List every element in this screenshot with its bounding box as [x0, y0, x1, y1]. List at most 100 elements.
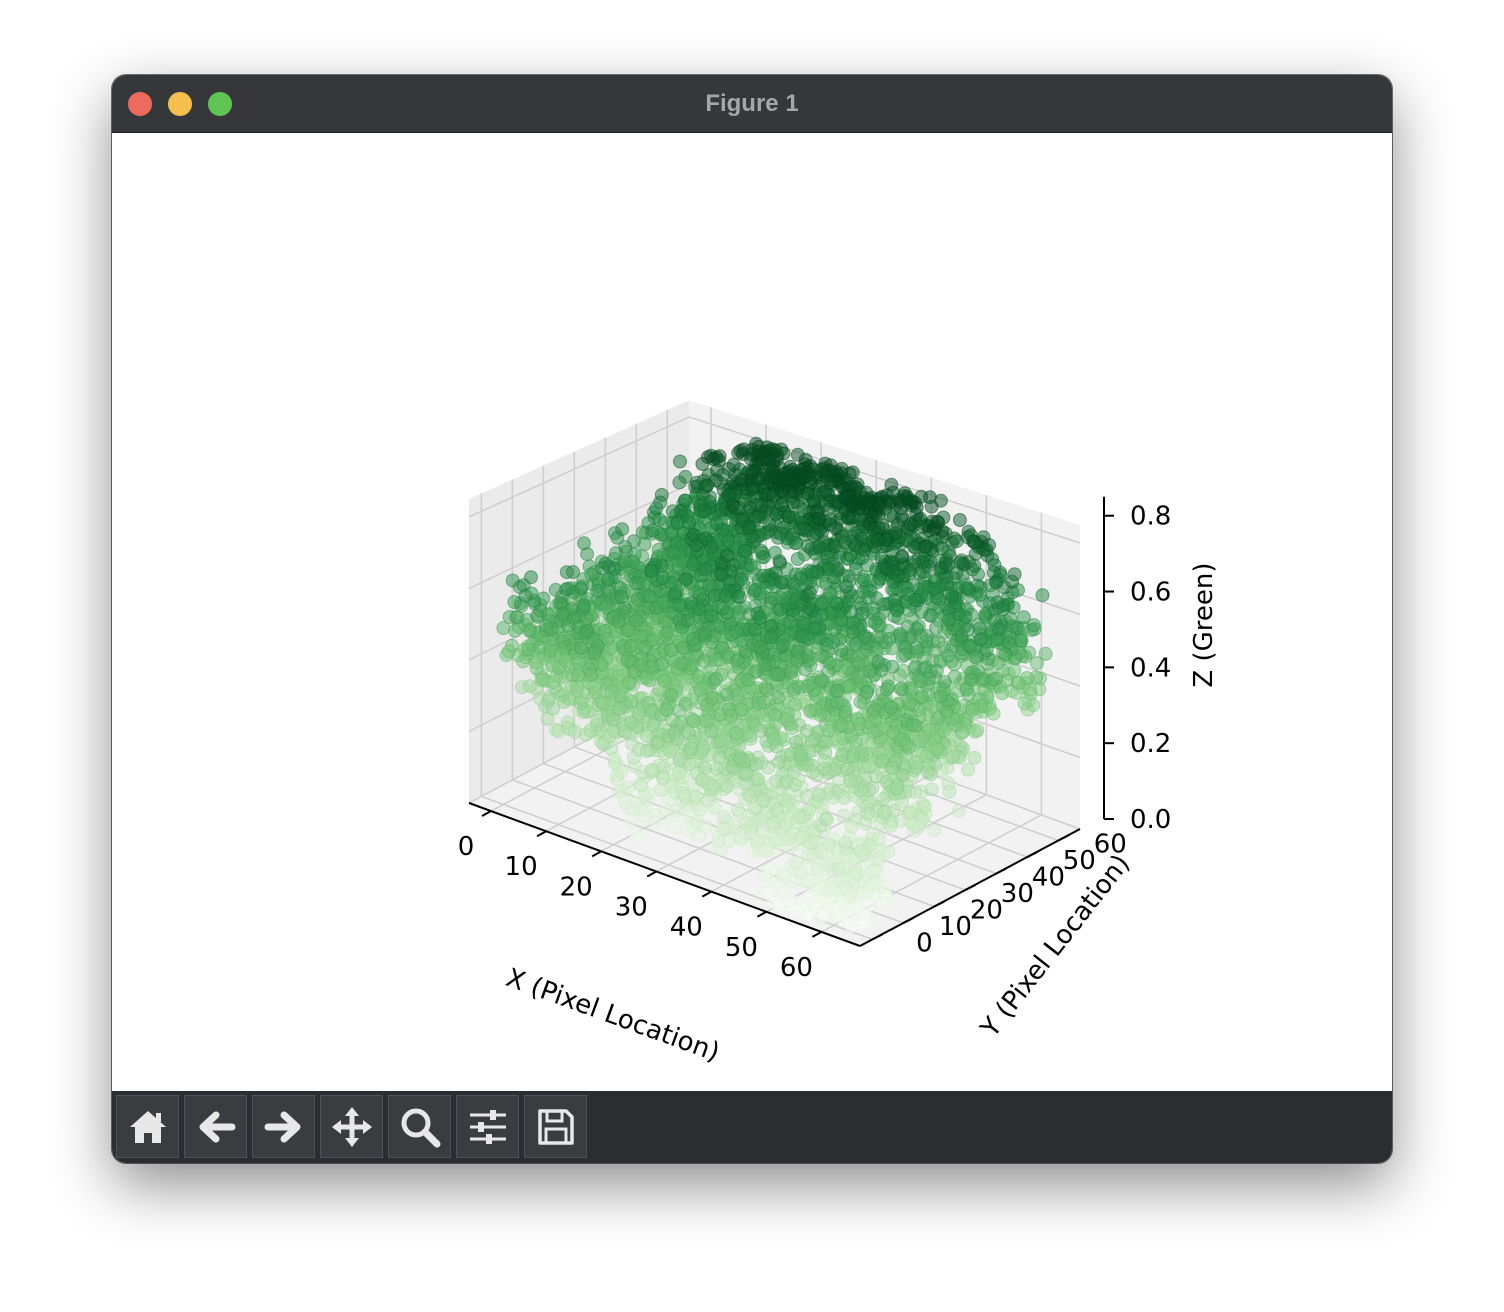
scatter-point [697, 654, 712, 668]
scatter-point [755, 824, 770, 839]
forward-button[interactable] [252, 1095, 315, 1158]
scatter-point [501, 644, 516, 659]
scatter-point [700, 478, 715, 493]
scatter-point [802, 585, 817, 600]
x-tick-label: 10 [505, 852, 538, 882]
scatter-point [518, 588, 533, 603]
scatter-point [837, 705, 852, 719]
scatter-point [639, 744, 654, 758]
scatter-point [639, 670, 654, 685]
configure-subplots-button[interactable] [456, 1095, 519, 1158]
scatter-point [579, 624, 594, 639]
scatter-point [784, 665, 799, 679]
scatter-point [1035, 588, 1050, 603]
scatter-point [845, 749, 860, 763]
scatter-point [778, 869, 792, 884]
scatter-point [836, 808, 851, 823]
scatter-point [692, 829, 707, 844]
save-button[interactable] [524, 1095, 587, 1158]
scatter-point [834, 718, 849, 732]
scatter-point [998, 647, 1013, 662]
scatter-point [799, 788, 814, 803]
scatter-point [596, 696, 611, 711]
scatter-point [612, 785, 627, 800]
magnifier-icon [401, 1108, 440, 1147]
x-tick-label: 30 [615, 892, 648, 922]
back-button[interactable] [184, 1095, 247, 1158]
scatter-point [709, 761, 724, 776]
scatter-point [686, 632, 701, 647]
scatter-point [890, 603, 905, 618]
scatter-point [673, 454, 687, 469]
x-tick [536, 830, 547, 838]
scatter-point [844, 819, 859, 834]
figure-canvas[interactable]: 0 10 20 30 40 50 60 0 10 20 30 40 50 60 0.0 0.2 0.4 0.6 0.… [112, 133, 1392, 1091]
scatter-point [716, 810, 731, 824]
scatter-point [992, 622, 1007, 637]
scatter-point [866, 725, 881, 740]
scatter-point [683, 741, 698, 756]
close-window-button[interactable] [128, 92, 152, 116]
z-axis-label: Z (Green) [1189, 562, 1219, 687]
scatter-point [951, 803, 966, 818]
scatter-point [961, 688, 976, 702]
y-tick-label: 40 [1032, 862, 1065, 892]
scatter-point [817, 761, 832, 776]
scatter-point [995, 602, 1010, 617]
scatter-point [954, 628, 969, 643]
scatter-point [829, 908, 844, 923]
zoom-button[interactable] [388, 1095, 451, 1158]
y-tick-label: 0 [916, 928, 933, 958]
scatter-point [972, 588, 987, 602]
z-tick-label: 0.4 [1130, 653, 1171, 683]
scatter-point [942, 784, 957, 799]
pan-button[interactable] [320, 1095, 383, 1158]
scatter-point [705, 778, 720, 793]
scatter-point [879, 682, 894, 697]
scatter-point [1001, 635, 1016, 650]
scatter-point [693, 682, 708, 697]
scatter-point [576, 600, 591, 615]
scatter-point [522, 623, 537, 638]
scatter-point [601, 572, 616, 587]
y-tick-label: 30 [1001, 879, 1034, 909]
scatter-point [738, 644, 753, 659]
minimize-window-button[interactable] [168, 92, 192, 116]
scatter-point [778, 817, 793, 832]
scatter-point [814, 673, 829, 688]
scatter-point [697, 760, 712, 775]
scatter-point [1023, 682, 1038, 697]
scatter-point [1007, 567, 1022, 582]
scatter-point [832, 862, 847, 877]
scatter-3d-plot[interactable]: 010203040506001020304050600.00.20.40.60.… [112, 133, 1392, 1091]
scatter-point [824, 879, 839, 894]
scatter-point [865, 509, 880, 524]
scatter-point [749, 664, 764, 679]
scatter-point [654, 487, 669, 502]
scatter-point [657, 674, 672, 689]
x-tick-label: 50 [725, 933, 758, 963]
scatter-point [629, 576, 643, 591]
scatter-point [874, 896, 889, 911]
scatter-point [771, 667, 786, 682]
scatter-point [843, 773, 858, 788]
scatter-point [790, 552, 805, 566]
scatter-point [827, 539, 842, 554]
scatter-point [884, 641, 899, 656]
scatter-point [709, 672, 724, 687]
scatter-point [700, 793, 715, 808]
scatter-point [633, 658, 648, 673]
scatter-point [868, 615, 883, 630]
scatter-point [763, 630, 778, 644]
x-tick [481, 810, 492, 817]
scatter-point [789, 735, 804, 749]
scatter-point [656, 771, 671, 785]
scatter-point [908, 592, 923, 607]
scatter-point [885, 761, 899, 775]
scatter-point [865, 864, 880, 879]
scatter-point [818, 745, 833, 760]
scatter-point [889, 781, 904, 796]
scatter-point [664, 688, 679, 703]
home-button[interactable] [116, 1095, 179, 1158]
maximize-window-button[interactable] [208, 92, 232, 116]
